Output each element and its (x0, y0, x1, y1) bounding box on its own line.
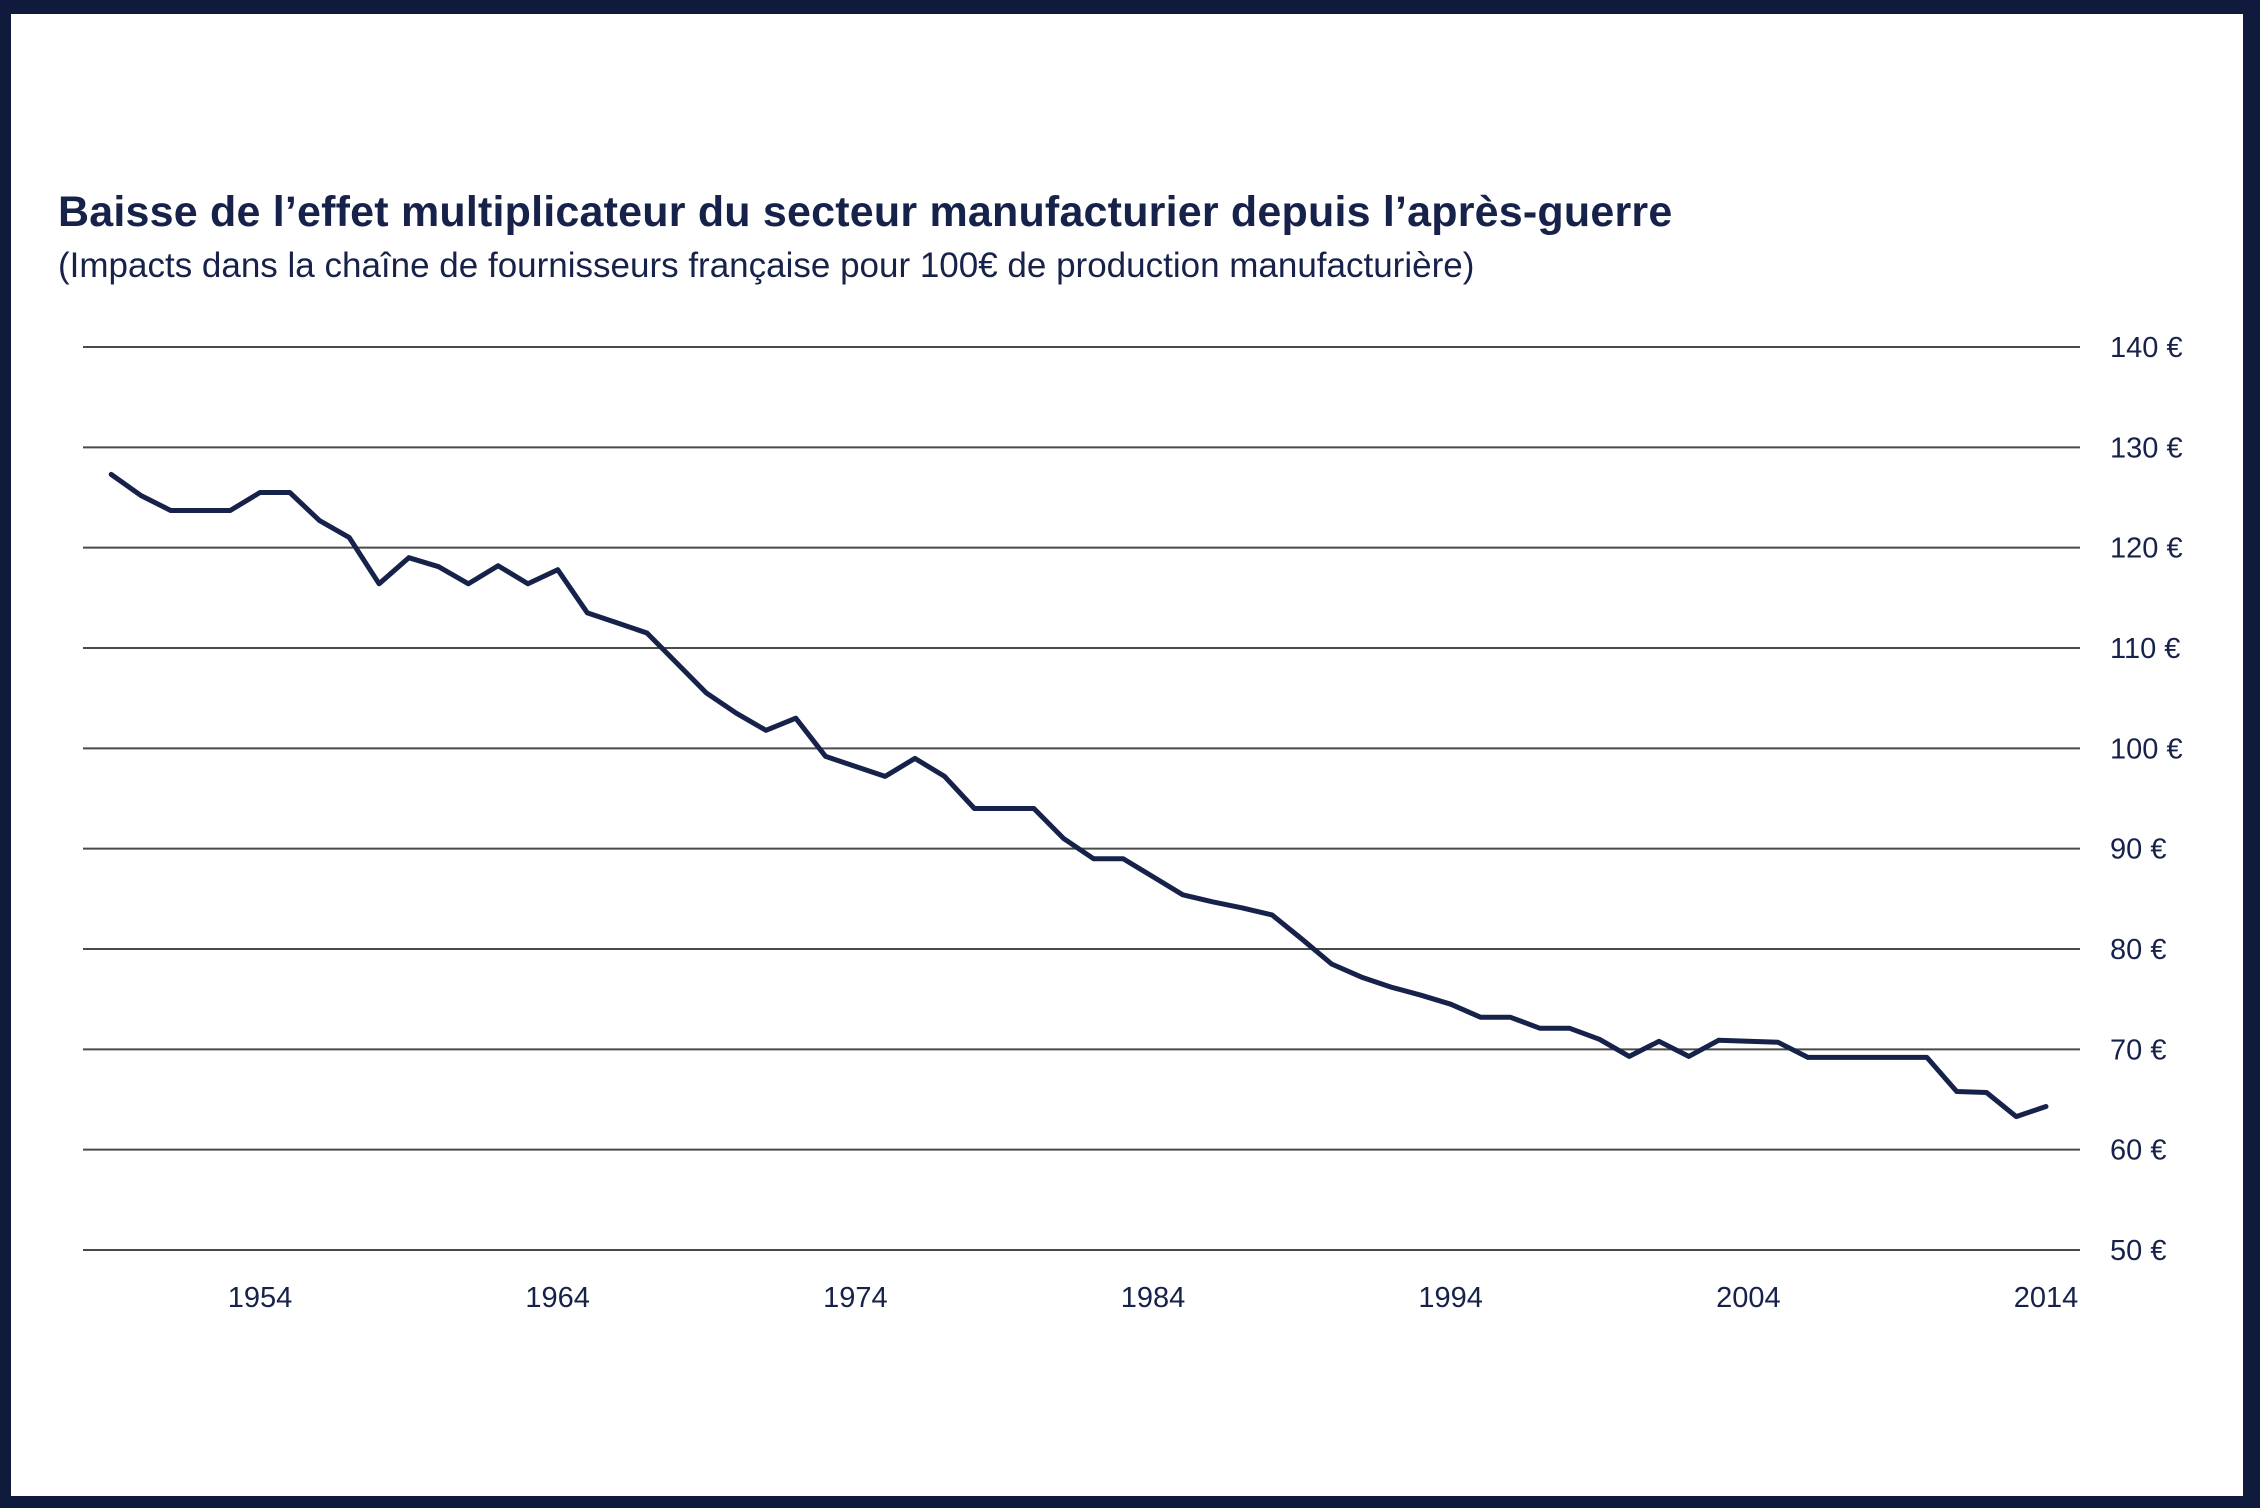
x-tick-label: 1954 (228, 1282, 293, 1314)
y-tick-label: 90 € (2110, 834, 2166, 866)
x-tick-label: 1984 (1121, 1282, 1186, 1314)
y-tick-label: 80 € (2110, 934, 2166, 966)
y-tick-label: 50 € (2110, 1235, 2166, 1267)
x-tick-label: 1964 (525, 1282, 590, 1314)
x-tick-label: 1974 (823, 1282, 888, 1314)
y-tick-label: 140 € (2110, 332, 2183, 364)
y-tick-label: 100 € (2110, 733, 2183, 765)
x-tick-label: 2004 (1716, 1282, 1781, 1314)
y-tick-label: 130 € (2110, 432, 2183, 464)
y-tick-label: 110 € (2110, 633, 2180, 665)
chart-title: Baisse de l’effet multiplicateur du sect… (58, 188, 1673, 236)
y-tick-label: 70 € (2110, 1034, 2166, 1066)
x-tick-label: 1994 (1418, 1282, 1483, 1314)
series-line-0 (108, 471, 2049, 1120)
x-tick-label: 2014 (2014, 1282, 2079, 1314)
y-tick-label: 120 € (2110, 533, 2183, 565)
y-tick-label: 60 € (2110, 1135, 2166, 1167)
chart-subtitle: (Impacts dans la chaîne de fournisseurs … (58, 246, 1475, 285)
